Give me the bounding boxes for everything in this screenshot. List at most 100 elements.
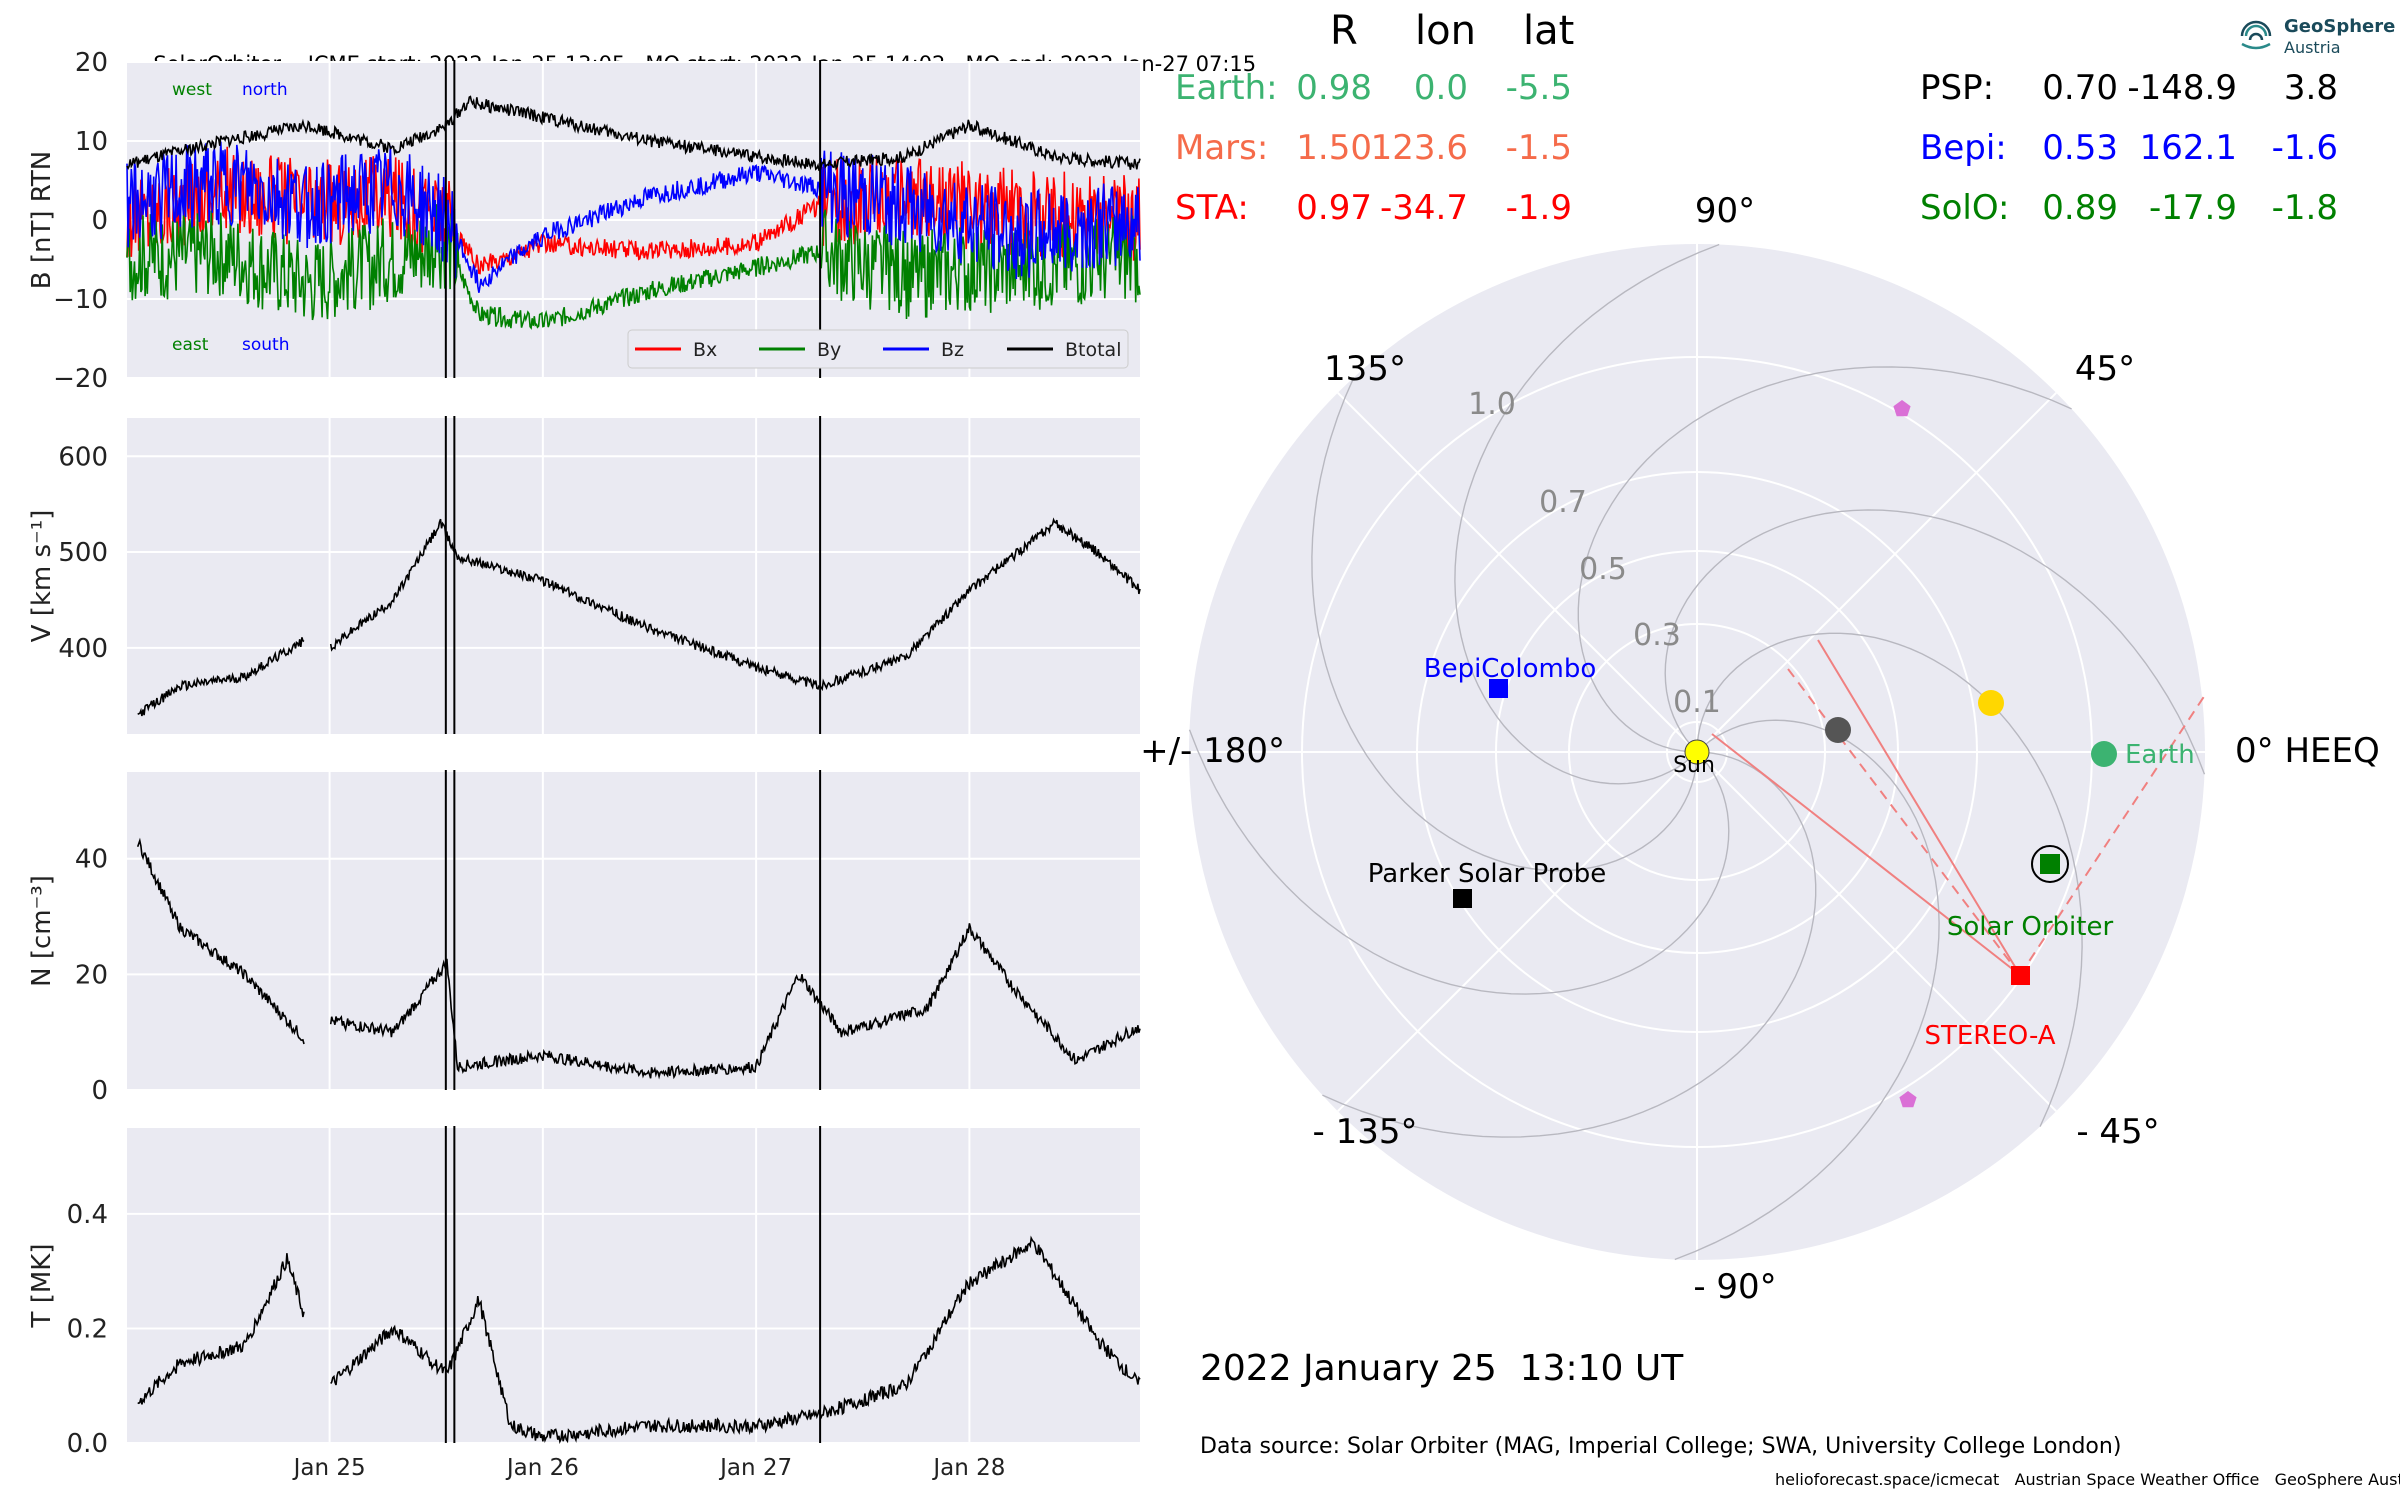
parker-spiral bbox=[1454, 243, 1720, 785]
data-source-label: Data source: Solar Orbiter (MAG, Imperia… bbox=[1200, 1434, 2122, 1459]
y-tick-label: 500 bbox=[58, 538, 108, 568]
annotation-east: east bbox=[172, 335, 209, 355]
pentagon-marker-upper bbox=[1893, 400, 1911, 417]
series-btotal bbox=[126, 95, 1141, 173]
header-r: R bbox=[1330, 8, 1358, 54]
solo-label: Solar Orbiter bbox=[1947, 912, 2114, 942]
legend: Bx By Bz Btotal bbox=[627, 329, 1129, 369]
panel-background bbox=[127, 1128, 1140, 1443]
earth-label: Earth bbox=[2125, 740, 2195, 770]
mars-marker bbox=[1978, 690, 2004, 716]
panel-background bbox=[127, 418, 1140, 734]
angle-label: +/- 180° bbox=[1140, 731, 1285, 771]
y-tick-label: 40 bbox=[75, 845, 108, 875]
annotation-west: west bbox=[172, 80, 212, 100]
series-v bbox=[137, 517, 1141, 717]
angle-label: 135° bbox=[1324, 349, 1406, 389]
position-lat: -5.5 bbox=[1505, 68, 1572, 108]
sta-marker bbox=[2011, 966, 2030, 985]
logo-line2: Austria bbox=[2284, 38, 2341, 57]
position-lon: 123.6 bbox=[1370, 128, 1468, 168]
y-tick-label: −10 bbox=[53, 285, 108, 315]
position-lat: 3.8 bbox=[2283, 68, 2338, 108]
position-r: 1.50 bbox=[1296, 128, 1372, 168]
x-tick-label: Jan 27 bbox=[718, 1455, 792, 1481]
psp-marker bbox=[1453, 889, 1472, 908]
series-bz bbox=[126, 141, 1141, 293]
angle-label: 0° HEEQ bbox=[2235, 731, 2380, 771]
position-name: Mars: bbox=[1175, 128, 1269, 168]
y-tick-label: 0 bbox=[91, 206, 108, 236]
parker-spiral bbox=[1674, 719, 1940, 1261]
x-tick-label: Jan 25 bbox=[292, 1455, 366, 1481]
geosphere-logo: GeoSphere Austria bbox=[2236, 14, 2395, 60]
y-tick-label: 0 bbox=[91, 1076, 108, 1106]
legend-label-btotal: Btotal bbox=[1065, 339, 1121, 361]
series-t bbox=[137, 1235, 1141, 1445]
y-tick-label: 400 bbox=[58, 634, 108, 664]
footer-credits: helioforecast.space/icmecat Austrian Spa… bbox=[1775, 1470, 2400, 1489]
position-name: Earth: bbox=[1175, 68, 1278, 108]
angle-label: - 90° bbox=[1693, 1267, 1776, 1307]
legend-label-bz: Bz bbox=[941, 339, 964, 361]
solo-ring bbox=[2031, 845, 2069, 883]
y-axis-label: T [MK] bbox=[27, 1244, 57, 1329]
sun-label: Sun bbox=[1673, 753, 1715, 778]
bepi-label: BepiColombo bbox=[1424, 654, 1597, 684]
angle-label: - 135° bbox=[1313, 1112, 1418, 1152]
position-r: 0.70 bbox=[2042, 68, 2118, 108]
y-tick-label: −20 bbox=[53, 364, 108, 394]
series-n bbox=[136, 837, 1141, 1080]
solo-marker bbox=[2040, 854, 2060, 874]
position-r: 0.53 bbox=[2042, 128, 2118, 168]
x-tick-label: Jan 28 bbox=[931, 1455, 1005, 1481]
sta-line-2 bbox=[1817, 639, 2021, 976]
y-tick-label: 0.2 bbox=[67, 1314, 108, 1344]
legend-label-by: By bbox=[817, 339, 841, 361]
position-name: STA: bbox=[1175, 188, 1249, 228]
y-axis-label: B [nT] RTN bbox=[27, 151, 57, 290]
radius-label: 1.0 bbox=[1468, 387, 1516, 422]
header-lat: lat bbox=[1523, 8, 1575, 54]
parker-spiral bbox=[1311, 377, 1698, 872]
position-r: 0.97 bbox=[1296, 188, 1372, 228]
panel-background bbox=[127, 772, 1140, 1090]
position-name: SolO: bbox=[1920, 188, 2010, 228]
datetime-label: 2022 January 25 13:10 UT bbox=[1200, 1348, 1684, 1389]
radius-label: 0.7 bbox=[1539, 485, 1587, 520]
sun-marker bbox=[1684, 739, 1710, 765]
y-tick-label: 10 bbox=[75, 127, 108, 157]
position-lat: -1.5 bbox=[1505, 128, 1572, 168]
earth-marker bbox=[2091, 741, 2117, 767]
parker-spiral bbox=[1188, 729, 1730, 995]
position-r: 0.98 bbox=[1296, 68, 1372, 108]
annotation-north: north bbox=[242, 80, 288, 100]
position-r: 0.89 bbox=[2042, 188, 2118, 228]
position-name: PSP: bbox=[1920, 68, 1995, 108]
position-lon: 0.0 bbox=[1413, 68, 1468, 108]
panel-3: 40 20 0 N [cm⁻³] bbox=[27, 770, 1141, 1106]
annotation-south: south bbox=[242, 335, 289, 355]
position-lat: -1.6 bbox=[2271, 128, 2338, 168]
sta-label: STEREO-A bbox=[1924, 1021, 2055, 1051]
polar-spoke bbox=[1696, 751, 2057, 1112]
angle-label: 45° bbox=[2075, 349, 2135, 389]
position-lon: -148.9 bbox=[2127, 68, 2237, 108]
parker-spiral bbox=[1577, 366, 2072, 753]
position-lat: -1.9 bbox=[1505, 188, 1572, 228]
position-lat: -1.8 bbox=[2271, 188, 2338, 228]
series-by bbox=[126, 204, 1141, 330]
parker-spiral bbox=[1664, 509, 2206, 775]
polar-spoke bbox=[1696, 392, 2057, 753]
y-axis-label: N [cm⁻³] bbox=[27, 875, 57, 987]
pentagon-marker-lower bbox=[1899, 1091, 1917, 1108]
y-tick-label: 600 bbox=[58, 442, 108, 472]
legend-box bbox=[627, 329, 1129, 369]
psp-label: Parker Solar Probe bbox=[1368, 859, 1606, 889]
y-tick-label: 20 bbox=[75, 960, 108, 990]
panel-1: 20 10 0 −10 −20 B [nT] RTN bbox=[27, 48, 1141, 394]
position-lon: -34.7 bbox=[1380, 188, 1468, 228]
polar-spoke bbox=[1337, 751, 1698, 1112]
angle-label: - 45° bbox=[2076, 1112, 2159, 1152]
